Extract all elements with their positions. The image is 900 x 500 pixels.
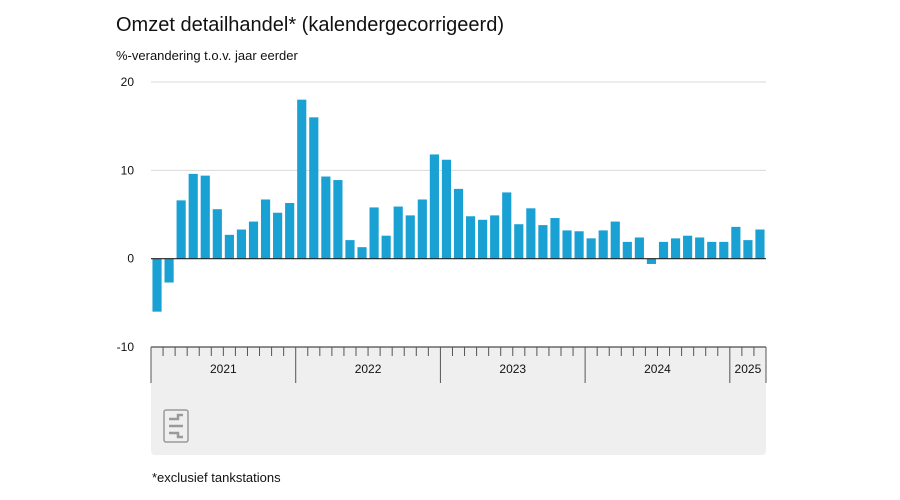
bar: [478, 219, 488, 259]
bar: [719, 241, 729, 259]
bar: [707, 241, 717, 259]
y-tick-label: 10: [121, 163, 135, 177]
bar: [683, 235, 693, 259]
bar: [429, 154, 439, 259]
y-axis-label: %-verandering t.o.v. jaar eerder: [116, 48, 298, 63]
cbs-logo-icon: [163, 409, 189, 443]
bar: [755, 229, 765, 259]
bar: [646, 258, 657, 264]
y-axis-ticks: -10 0 10 20: [117, 75, 135, 354]
x-axis-panel: [151, 347, 766, 455]
bars: [151, 99, 766, 312]
bar: [526, 208, 536, 259]
bar: [743, 240, 753, 259]
x-year-label: 2024: [644, 362, 671, 376]
bar: [321, 176, 331, 259]
bar: [490, 215, 500, 259]
bar: [465, 216, 476, 259]
bar: [502, 192, 512, 259]
bar: [393, 206, 403, 259]
bar: [441, 159, 452, 259]
bar: [152, 258, 162, 312]
bar: [417, 199, 427, 259]
bar: [514, 224, 524, 259]
bar: [586, 238, 596, 259]
bar: [453, 188, 464, 259]
bar: [369, 207, 379, 259]
bar: [550, 218, 560, 259]
bar: [333, 180, 343, 259]
bar: [731, 226, 741, 259]
bar: [405, 215, 415, 259]
bar: [200, 175, 210, 259]
bar: [212, 209, 222, 259]
x-year-label: 2023: [499, 362, 526, 376]
footnote: *exclusief tankstations: [152, 470, 281, 485]
bar: [658, 241, 669, 259]
bar: [260, 199, 271, 259]
bar: [345, 240, 355, 259]
bar: [224, 234, 234, 259]
bar: [381, 235, 391, 259]
bar: [538, 225, 548, 259]
bar: [273, 212, 283, 259]
y-tick-label: -10: [117, 340, 135, 354]
bar: [248, 221, 259, 259]
chart-title: Omzet detailhandel* (kalendergecorrigeer…: [116, 14, 504, 36]
bar: [164, 258, 174, 283]
bar: [598, 230, 608, 259]
bar: [610, 221, 620, 259]
bar: [574, 231, 584, 259]
bar: [176, 200, 186, 259]
bar: [309, 117, 319, 259]
x-year-label: 2025: [735, 362, 762, 376]
bar: [188, 173, 198, 259]
bar: [670, 238, 681, 259]
x-axis: 2021 2022 2023 2024 2025: [150, 346, 767, 383]
gridlines: [151, 81, 766, 171]
y-tick-label: 20: [121, 75, 135, 89]
bar: [285, 203, 295, 259]
bar: [357, 247, 367, 259]
bar: [622, 241, 632, 259]
bar: [562, 230, 572, 259]
x-year-label: 2021: [210, 362, 237, 376]
y-tick-label: 0: [127, 252, 134, 266]
bar: [297, 99, 307, 259]
x-year-label: 2022: [355, 362, 382, 376]
bar: [634, 237, 644, 259]
bar: [236, 229, 247, 259]
bar: [695, 237, 705, 259]
